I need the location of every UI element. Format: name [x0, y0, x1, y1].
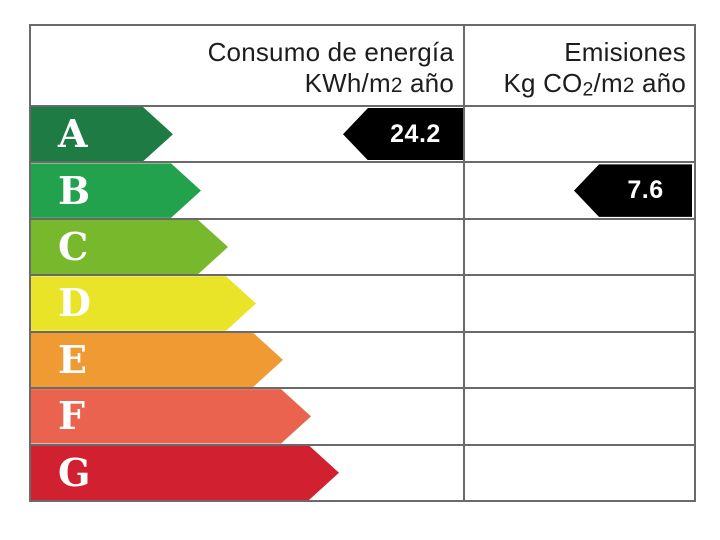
rating-row-a: A 24.2 — [31, 107, 694, 164]
energy-header-title: Consumo de energía — [207, 37, 454, 67]
emissions-cell-e — [463, 332, 694, 388]
rating-row-d: D — [31, 276, 694, 333]
energy-column-header: Consumo de energía KWh/m2 año — [31, 26, 463, 105]
emissions-value: 7.6 — [627, 176, 664, 205]
energy-value: 24.2 — [390, 119, 441, 148]
energy-cell-c: C — [31, 220, 463, 274]
energy-cell-b: B — [31, 163, 463, 217]
rating-letter-e: E — [58, 336, 87, 382]
rating-letter-f: F — [58, 393, 85, 439]
rating-row-c: C — [31, 219, 694, 277]
rating-bar-c: C — [31, 220, 228, 274]
emissions-cell-f — [463, 389, 694, 444]
rating-letter-a: A — [58, 111, 88, 157]
rating-letter-g: G — [58, 449, 91, 495]
rating-rows: A 24.2 B 7.6 — [31, 107, 694, 500]
energy-cell-d: D — [31, 276, 463, 330]
emissions-header-unit: Kg CO2/m2 año — [503, 68, 686, 101]
emissions-column-header: Emisiones Kg CO2/m2 año — [463, 26, 694, 105]
rating-row-f: F — [31, 389, 694, 446]
rating-bar-a: A — [31, 107, 173, 161]
emissions-cell-g — [463, 445, 694, 500]
rating-letter-c: C — [58, 224, 89, 270]
energy-header-unit: KWh/m2 año — [304, 68, 454, 98]
emissions-header-title: Emisiones — [564, 37, 686, 67]
emissions-cell-c — [463, 219, 694, 275]
rating-bar-g: G — [31, 446, 339, 500]
emissions-value-arrow-icon: 7.6 — [574, 164, 692, 217]
energy-cell-g: G — [31, 446, 463, 500]
rating-letter-d: D — [58, 280, 91, 326]
rating-letter-b: B — [58, 167, 91, 213]
energy-cell-a: A 24.2 — [31, 107, 463, 161]
emissions-cell-d — [463, 276, 694, 331]
energy-cell-f: F — [31, 389, 463, 443]
energy-rating-table: Consumo de energía KWh/m2 año Emisiones … — [29, 24, 696, 502]
rating-row-b: B 7.6 — [31, 163, 694, 220]
rating-row-e: E — [31, 332, 694, 390]
energy-value-arrow-icon: 24.2 — [343, 108, 463, 161]
rating-bar-b: B — [31, 163, 201, 217]
table-header: Consumo de energía KWh/m2 año Emisiones … — [31, 26, 694, 107]
emissions-cell-b: 7.6 — [463, 163, 694, 218]
rating-row-g: G — [31, 445, 694, 500]
emissions-cell-a — [463, 107, 694, 162]
rating-bar-d: D — [31, 276, 256, 330]
rating-bar-e: E — [31, 333, 283, 387]
rating-bar-f: F — [31, 389, 311, 443]
energy-cell-e: E — [31, 333, 463, 387]
